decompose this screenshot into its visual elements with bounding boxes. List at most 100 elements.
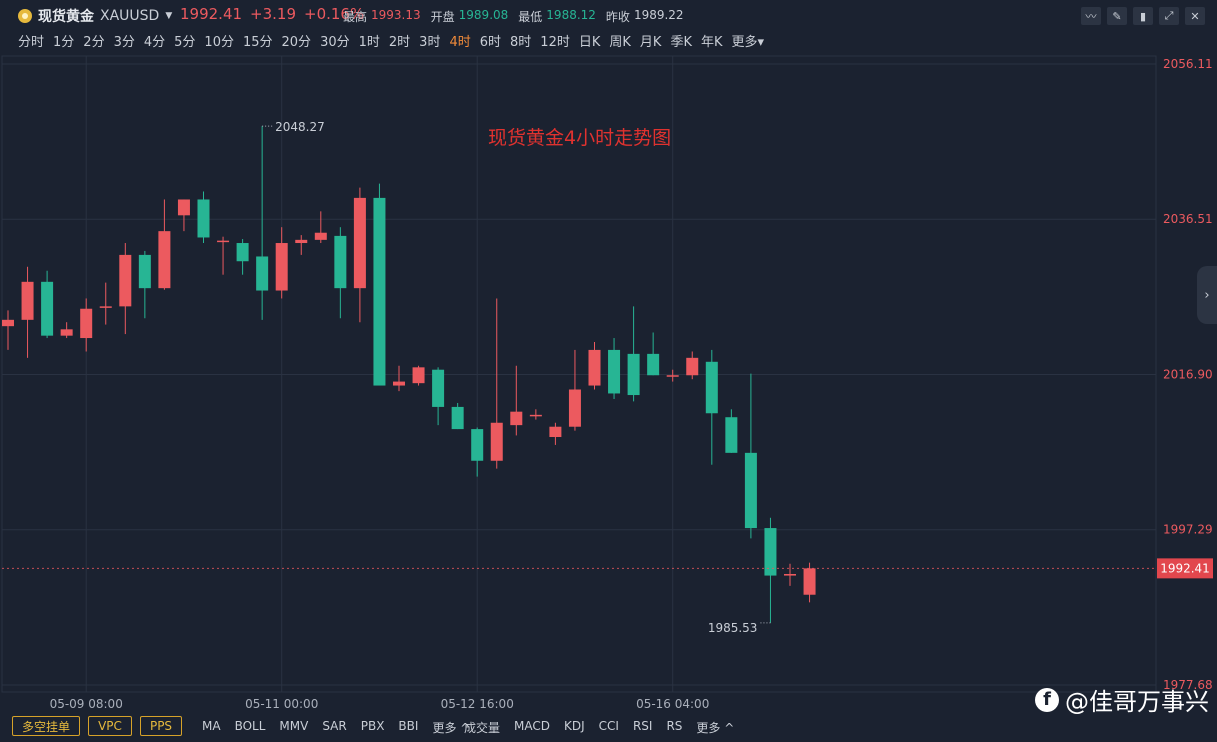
period-tab[interactable]: 4时 [449, 35, 471, 50]
period-tabs: 分时 1分 2分 3分 4分 5分 10分 15分 20分 30分 1时 2时 3时 4时 6时 8时 12时日… [18, 31, 773, 50]
candle-body [549, 426, 562, 438]
period-tab[interactable]: 年K [700, 35, 723, 50]
indicator-item[interactable]: MACD [514, 719, 550, 733]
period-tab[interactable]: 更多▾ [731, 35, 765, 50]
high-label: 最高 [343, 10, 368, 24]
indicator-item[interactable]: MA [202, 719, 221, 733]
period-tab[interactable]: 2分 [83, 35, 105, 50]
indicator-item[interactable]: KDJ [564, 719, 585, 733]
low-label: 最低 [518, 10, 543, 24]
indicator-item[interactable]: CCI [598, 719, 619, 733]
period-tab[interactable]: 周K [609, 35, 631, 50]
y-tick-label: 2016.90 [1163, 367, 1213, 381]
period-tab[interactable]: 8时 [510, 35, 532, 50]
period-tab[interactable]: 分时 [18, 35, 45, 50]
period-tab[interactable]: 1时 [358, 35, 380, 50]
high-marker-label: 2048.27 [275, 120, 325, 134]
open-value: 1989.08 [458, 8, 509, 22]
x-tick-label: 05-12 16:00 [441, 697, 514, 711]
candle-body [393, 381, 405, 386]
close-icon[interactable]: ✕ [1185, 7, 1205, 25]
candlestick-chart[interactable]: 2056.11 2036.51 2016.90 1997.29 1977.68 05-09… [0, 0, 1217, 712]
expand-panel-handle[interactable]: › [1197, 266, 1217, 324]
watermark-text: @佳哥万事兴 [1065, 688, 1209, 716]
last-price-label: 1992.41 [1160, 561, 1210, 575]
period-tab[interactable]: 5分 [174, 35, 196, 50]
period-tab[interactable]: 季K [670, 35, 692, 50]
period-tab[interactable]: 3时 [419, 35, 441, 50]
period-tab[interactable]: 2时 [388, 35, 411, 50]
candle-body [803, 568, 816, 595]
candle-body [80, 308, 93, 339]
ohlc-info: 最高 1993.13 开盘 1989.08 最低 1988.12 昨收 1989… [343, 8, 690, 25]
candle-body [451, 406, 464, 430]
indicator-item[interactable]: 更多 ^ [432, 721, 471, 735]
vpc-button[interactable]: VPC [88, 716, 132, 736]
indicator-item[interactable]: SAR [322, 719, 347, 733]
candle-body [784, 573, 796, 576]
candle-body [236, 243, 249, 262]
candle-body [158, 231, 171, 289]
candle-body [705, 361, 718, 414]
author-logo-icon: f [1035, 687, 1059, 712]
watermark: f @佳哥万事兴 [1035, 682, 1209, 717]
indicator-item[interactable]: MMV [279, 719, 309, 733]
period-tab[interactable]: 10分 [204, 35, 234, 50]
indicator-item[interactable]: PBX [360, 719, 385, 733]
candle-body [256, 256, 269, 291]
indicator-item[interactable]: BBI [398, 719, 419, 733]
period-tab[interactable]: 30分 [320, 35, 350, 50]
low-marker-label: 1985.53 [708, 621, 758, 635]
fullscreen-icon[interactable]: ⤢ [1159, 7, 1179, 25]
period-tab[interactable]: 15分 [242, 35, 273, 50]
indicator-bar: 多空挂单 VPC PPS MA BOLL MMV SAR PBX BBI 更多 ^ 成交量 M… [0, 712, 1217, 742]
price-change-percent: +0.16% [304, 5, 365, 23]
indicator-item[interactable]: 更多 ^ [696, 721, 735, 735]
candle-body [2, 319, 14, 327]
draw-tool-icon[interactable]: ✎ [1107, 7, 1127, 25]
candle-body [412, 367, 425, 384]
pps-button[interactable]: PPS [140, 716, 182, 736]
period-tab[interactable]: 3分 [113, 35, 135, 50]
candle-body [627, 353, 640, 396]
candle-type-icon[interactable]: ▮ [1133, 7, 1153, 25]
candle-body [647, 353, 660, 376]
period-tab[interactable]: 4分 [143, 35, 166, 50]
sub-indicator-list: 成交量 MACD KDJ CCI RSI RS 更多 ^ [464, 719, 734, 736]
toolbar-icons: 〰 ✎ ▮ ⤢ ✕ [1081, 7, 1205, 25]
candle-body [608, 349, 621, 394]
candle-body [314, 232, 327, 240]
prev-close-label: 昨收 [605, 10, 630, 24]
candle-body [490, 422, 503, 461]
candle-body [744, 452, 757, 529]
indicator-item[interactable]: RSI [632, 719, 653, 733]
period-tab[interactable]: 20分 [281, 35, 312, 50]
period-tab[interactable]: 6时 [479, 35, 502, 50]
candle-body [568, 389, 581, 427]
long-short-orders-button[interactable]: 多空挂单 [12, 716, 80, 736]
indicator-item[interactable]: RS [666, 719, 683, 733]
y-tick-label: 1997.29 [1163, 523, 1213, 537]
chart-annotation: 现货黄金4小时走势图 [488, 127, 671, 149]
symbol-selector[interactable]: 现货黄金 XAUUSD ▼ [18, 6, 172, 26]
indicator-item[interactable]: 成交量 [464, 721, 501, 735]
candle-body [725, 417, 738, 453]
y-tick-label: 2036.51 [1163, 212, 1213, 226]
period-tab[interactable]: 日K [578, 35, 601, 50]
candle-body [529, 414, 542, 417]
candle-body [510, 411, 523, 426]
period-tab[interactable]: 月K [639, 35, 662, 50]
period-tab[interactable]: 12时 [540, 35, 570, 50]
candle-body [334, 235, 347, 289]
period-tab[interactable]: 1分 [53, 35, 75, 50]
candle-body [764, 528, 777, 576]
candle-body [432, 369, 445, 407]
low-value: 1988.12 [546, 8, 596, 22]
gold-coin-icon [18, 9, 32, 23]
candle-body [686, 357, 699, 376]
candle-body [275, 243, 288, 291]
indicator-item[interactable]: BOLL [234, 719, 266, 733]
candle-body [666, 375, 679, 377]
indicator-settings-icon[interactable]: 〰 [1081, 7, 1101, 25]
